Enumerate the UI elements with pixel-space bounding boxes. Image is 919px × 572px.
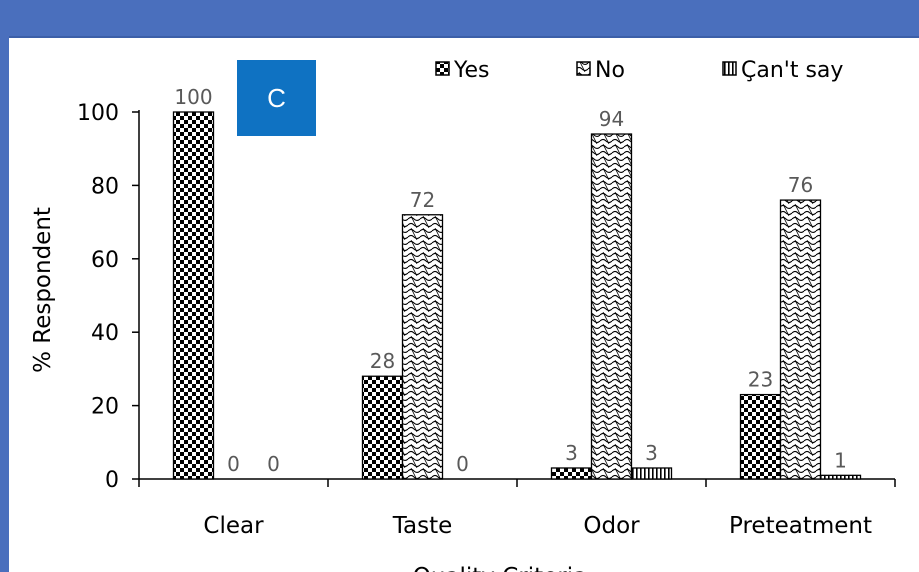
y-tick-label: 0 xyxy=(105,468,119,493)
y-axis-label: % Respondent xyxy=(30,207,56,373)
top-frame-bar xyxy=(0,0,919,38)
x-tick-label: Clear xyxy=(203,513,264,539)
data-label: 3 xyxy=(645,441,658,465)
bar xyxy=(630,467,673,480)
data-label: 23 xyxy=(748,368,773,392)
bar xyxy=(739,393,782,480)
y-tick-label: 40 xyxy=(91,321,119,346)
legend-swatch xyxy=(435,61,450,76)
bar xyxy=(779,199,822,480)
y-tick-label: 100 xyxy=(77,101,119,126)
bar xyxy=(172,111,215,480)
bar xyxy=(590,133,633,480)
data-label: 0 xyxy=(456,452,469,476)
data-label: 100 xyxy=(174,85,212,109)
data-label: 76 xyxy=(788,173,813,197)
panel-label-badge: C xyxy=(237,60,316,136)
data-label: 0 xyxy=(267,452,280,476)
data-label: 0 xyxy=(227,452,240,476)
data-label: 28 xyxy=(370,349,395,373)
x-tick-label: Odor xyxy=(583,513,640,539)
legend-label: Çan't say xyxy=(741,58,843,83)
x-tick-label: Preteatment xyxy=(729,513,872,539)
x-axis-label: Quality Criteria xyxy=(413,564,588,572)
data-label: 1 xyxy=(834,448,847,472)
legend-label: No xyxy=(595,58,625,83)
bar xyxy=(361,375,404,480)
data-label: 3 xyxy=(565,441,578,465)
y-tick-label: 60 xyxy=(91,248,119,273)
legend-swatch xyxy=(576,61,591,76)
legend-label: Yes xyxy=(453,58,490,83)
bar xyxy=(550,467,593,480)
y-tick-label: 80 xyxy=(91,174,119,199)
left-frame-border xyxy=(0,0,9,572)
bar xyxy=(819,474,862,480)
legend-swatch xyxy=(722,61,737,76)
bar xyxy=(401,214,444,480)
y-tick-label: 20 xyxy=(91,395,119,420)
x-tick-label: Taste xyxy=(392,513,453,539)
data-label: 72 xyxy=(410,188,435,212)
data-label: 94 xyxy=(599,107,624,131)
legend: Yes No Çan't say xyxy=(435,58,843,83)
